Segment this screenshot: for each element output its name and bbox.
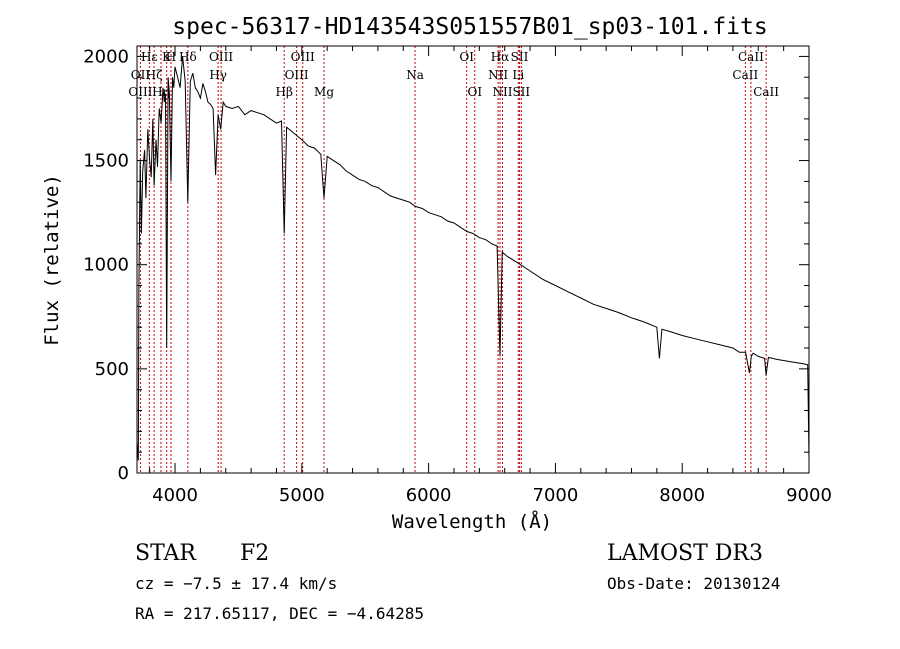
line-marker-label: Hε [141, 50, 158, 64]
y-tick-label: 1000 [83, 255, 129, 276]
x-tick-label: 9000 [786, 485, 832, 506]
line-marker-label: Hα [491, 50, 510, 64]
y-tick-label: 0 [118, 463, 129, 484]
plot-frame [136, 45, 810, 474]
line-marker-label: CaII [753, 85, 779, 99]
line-marker-label: OIII [285, 68, 309, 82]
x-tick-label: 5000 [279, 485, 325, 506]
line-marker-label: SII [512, 85, 530, 99]
object-subclass: F2 [240, 541, 269, 566]
line-marker-label: SII [511, 50, 529, 64]
line-marker-label: NII [488, 68, 508, 82]
emission-line-markers [139, 46, 767, 473]
y-axis: 0 500 1000 1500 2000 [83, 46, 809, 484]
x-tick-label: 8000 [659, 485, 705, 506]
line-marker-label: Hζ [146, 68, 163, 82]
line-marker-label: Hγ [209, 68, 227, 82]
line-marker-label: OII [131, 68, 151, 82]
y-tick-label: 2000 [83, 46, 129, 67]
redshift-value: cz = −7.5 ± 17.4 km/s [135, 574, 337, 593]
line-marker-label: CaII [738, 50, 764, 64]
line-marker-label: OIII [128, 85, 152, 99]
line-marker-label: Hδ [179, 50, 197, 64]
line-marker-label: Li [512, 68, 524, 82]
line-marker-label: Na [406, 68, 424, 82]
observation-date: Obs-Date: 20130124 [607, 574, 780, 593]
line-marker-label: OI [467, 85, 482, 99]
line-marker-label: Hη [152, 85, 170, 99]
chart-title: spec-56317-HD143543S051557B01_sp03-101.f… [172, 14, 767, 40]
x-tick-label: 6000 [406, 485, 452, 506]
survey-name: LAMOST DR3 [607, 541, 763, 566]
line-marker-label: OIII [291, 50, 315, 64]
line-marker-label: Hβ [276, 85, 293, 99]
x-axis-label: Wavelength (Å) [392, 510, 552, 533]
y-tick-label: 500 [95, 359, 129, 380]
line-marker-label: OIII [209, 50, 233, 64]
line-marker-label: OI [459, 50, 474, 64]
y-tick-label: 1500 [83, 151, 129, 172]
line-marker-label: Mg [314, 85, 334, 99]
line-marker-label: NII [493, 85, 513, 99]
x-axis: 4000 5000 6000 7000 8000 9000 [149, 46, 832, 506]
y-axis-label: Flux (relative) [41, 174, 63, 346]
line-marker-label: K [162, 50, 172, 64]
coordinates: RA = 217.65117, DEC = −4.64285 [135, 604, 424, 623]
line-marker-label: H [166, 50, 176, 64]
x-tick-label: 7000 [533, 485, 579, 506]
object-class: STAR [135, 541, 197, 566]
x-tick-label: 4000 [152, 485, 198, 506]
spectrum-line [136, 56, 810, 461]
line-marker-label: CaII [732, 68, 758, 82]
